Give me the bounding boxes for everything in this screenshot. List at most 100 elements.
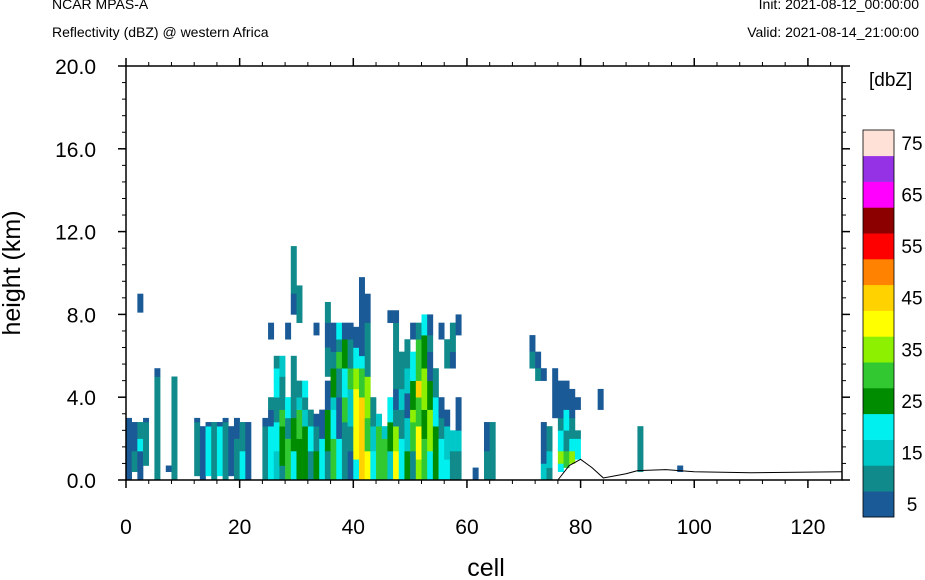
reflectivity-cell [410,422,417,452]
reflectivity-cell [273,451,280,481]
reflectivity-cell [557,417,564,431]
reflectivity-cell [393,388,400,410]
reflectivity-cell [137,451,144,466]
reflectivity-cell [290,397,297,419]
reflectivity-cell [216,426,223,477]
reflectivity-cell [677,465,684,473]
reflectivity-cell [358,397,365,439]
reflectivity-cell [313,426,320,452]
reflectivity-cell [557,451,564,464]
x-tick-label: 100 [677,516,712,539]
reflectivity-cell [211,422,218,481]
colorbar-swatch [863,233,894,260]
reflectivity-cell [296,397,303,410]
reflectivity-cell [222,422,229,481]
reflectivity-cell [574,397,581,410]
reflectivity-cell [438,397,445,419]
colorbar-swatch [863,130,894,157]
reflectivity-cell [432,397,439,427]
reflectivity-cell [398,409,405,439]
reflectivity-cell [205,426,212,477]
reflectivity-cell [341,368,348,398]
reflectivity-cell [154,376,161,423]
reflectivity-cell [376,426,383,481]
reflectivity-cell [393,451,400,481]
reflectivity-cell [427,335,434,352]
reflectivity-cell [353,347,360,369]
reflectivity-cell [358,368,365,398]
reflectivity-cell [398,388,405,410]
reflectivity-cell [324,380,331,410]
y-axis: 0.0 4.0 8.0 12.0 16.0 20.0 [55,56,850,493]
reflectivity-cell [336,368,343,398]
reflectivity-cell [268,397,275,410]
reflectivity-cell [307,426,314,452]
reflectivity-cell [432,426,439,460]
reflectivity-cell [228,426,235,477]
reflectivity-cell [302,397,309,410]
reflectivity-cell [387,422,394,452]
reflectivity-cell [410,351,417,381]
colorbar-label: 5 [907,495,918,516]
x-tick-label: 20 [228,516,251,539]
reflectivity-cell [444,426,451,460]
reflectivity-cell [449,451,456,481]
reflectivity-cell [336,397,343,439]
reflectivity-cell [444,409,451,427]
reflectivity-cell [563,409,570,431]
colorbar-label: 45 [901,289,922,310]
reflectivity-cell [535,368,542,381]
colorbar-unit: [dbZ] [869,70,912,91]
reflectivity-cell [353,368,360,390]
terrain-line [557,458,843,481]
reflectivity-cell [313,322,320,336]
colorbar-label: 15 [901,444,922,465]
reflectivity-cell [268,322,275,340]
reflectivity-cell [569,388,576,419]
reflectivity-cell [216,422,223,427]
reflectivity-cell [415,322,422,340]
colorbar-label: 65 [901,186,922,207]
colorbar-swatch [863,207,894,234]
reflectivity-cell [540,422,547,464]
reflectivity-cell [336,351,343,369]
reflectivity-cell [239,422,246,452]
reflectivity-cell [296,285,303,323]
reflectivity-cell [381,426,388,439]
reflectivity-cell [302,426,309,481]
reflectivity-cell [137,293,144,313]
reflectivity-cell [330,409,337,439]
reflectivity-cell [137,438,144,452]
colorbar-label: 35 [901,340,922,361]
reflectivity-cell [353,326,360,348]
reflectivity-cell [404,393,411,419]
reflectivity-cell [637,426,644,452]
reflectivity-cell [137,422,144,439]
colorbar-swatch [863,413,894,440]
reflectivity-cell [347,388,354,427]
reflectivity-cell [398,351,405,390]
colorbar-swatch [863,439,894,466]
reflectivity-cell [569,451,576,464]
y-axis-title: height (km) [0,210,26,335]
x-axis-title: cell [467,554,505,580]
reflectivity-cell [324,409,331,452]
reflectivity-cell [438,417,445,439]
reflectivity-cell [262,417,269,427]
reflectivity-cell [427,380,434,410]
reflectivity-cell [546,451,553,468]
reflectivity-cell [569,417,576,439]
reflectivity-cell [330,438,337,481]
reflectivity-cell [302,409,309,427]
reflectivity-cell [552,388,559,419]
reflectivity-cell [358,438,365,481]
reflectivity-cell [353,459,360,481]
reflectivity-cell [347,451,354,481]
reflectivity-cell [438,438,445,481]
reflectivity-cell [438,322,445,340]
reflectivity-cell [222,417,229,423]
reflectivity-cell [410,451,417,481]
reflectivity-cell [290,451,297,481]
colorbar-frame [862,129,895,518]
x-tick-label: 40 [342,516,365,539]
